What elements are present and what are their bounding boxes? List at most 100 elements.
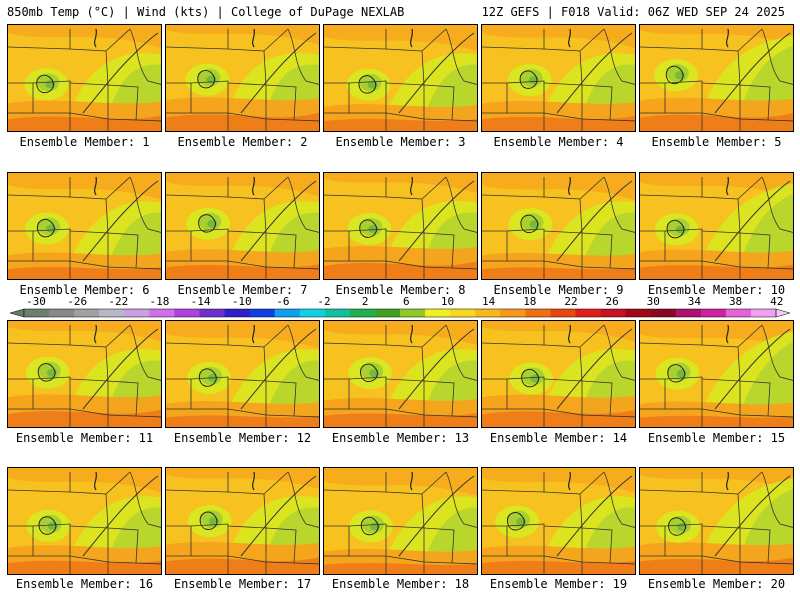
- state-border: [324, 378, 350, 410]
- state-border: [263, 471, 289, 495]
- colorbar-swatch: [49, 309, 75, 317]
- colorbar-swatch: [224, 309, 251, 317]
- state-border: [129, 471, 161, 528]
- warm-band: [8, 321, 161, 342]
- warm-band: [324, 321, 477, 346]
- state-border: [105, 28, 131, 52]
- warm-band: [482, 468, 635, 493]
- state-border: [105, 324, 131, 348]
- state-border: [166, 378, 192, 410]
- state-border: [8, 82, 34, 114]
- state-border: [767, 267, 793, 270]
- state-border: [506, 228, 545, 262]
- colorbar-swatch: [249, 309, 276, 317]
- southern-hot-band: [324, 412, 477, 427]
- ensemble-member-label: Ensemble Member: 12: [173, 431, 312, 445]
- state-border: [482, 378, 508, 410]
- state-border: [190, 80, 229, 114]
- temperature-map: [640, 321, 793, 427]
- colorbar-swatch: [625, 309, 652, 317]
- state-border: [767, 562, 793, 565]
- state-border: [761, 471, 793, 528]
- river-line: [251, 28, 256, 48]
- temperature-map: [324, 321, 477, 427]
- temperature-map: [166, 173, 319, 279]
- colorbar-high-arrow: [775, 308, 791, 318]
- state-border: [737, 324, 763, 348]
- colorbar-tick-label: 14: [482, 295, 496, 308]
- temperature-contour: [667, 363, 686, 383]
- state-border: [227, 112, 267, 131]
- isotherm-contour: [556, 180, 633, 262]
- colorbar-tick-label: -30: [26, 295, 46, 308]
- state-border: [543, 344, 583, 382]
- state-border: [737, 176, 763, 200]
- temperature-contour: [36, 74, 55, 94]
- warm-band: [482, 321, 635, 342]
- state-border: [603, 28, 635, 85]
- state-border: [543, 196, 583, 234]
- state-border: [385, 555, 425, 574]
- southern-hot-band: [640, 264, 793, 279]
- temperature-contour: [521, 368, 540, 388]
- river-line: [567, 28, 572, 48]
- ensemble-member-label: Ensemble Member: 18: [331, 577, 470, 591]
- state-border: [640, 378, 666, 410]
- colorbar-tick-label: 34: [687, 295, 702, 308]
- colorbar-swatch: [400, 309, 426, 317]
- colorbar-swatch: [149, 309, 175, 317]
- river-line: [567, 176, 572, 196]
- state-border: [737, 28, 763, 52]
- ensemble-member-label: Ensemble Member: 13: [331, 431, 470, 445]
- state-border: [69, 491, 109, 529]
- state-border: [640, 82, 666, 114]
- state-border: [767, 119, 793, 122]
- state-border: [190, 228, 229, 262]
- colorbar-swatch: [74, 309, 100, 317]
- state-border: [579, 471, 605, 495]
- state-border: [227, 48, 267, 86]
- state-border: [190, 376, 229, 410]
- colorbar-swatch: [324, 309, 351, 317]
- state-border: [701, 112, 741, 131]
- isotherm-contour: [714, 32, 791, 114]
- temperature-contour: [665, 65, 684, 85]
- colorbar-swatch: [500, 309, 526, 317]
- colorbar-tick-label: -2: [317, 295, 331, 308]
- state-border: [293, 415, 319, 418]
- state-border: [385, 112, 425, 131]
- colorbar-swatch: [374, 309, 401, 317]
- state-border: [421, 28, 447, 52]
- state-border: [421, 176, 447, 200]
- state-border: [603, 471, 635, 528]
- state-border: [348, 228, 387, 262]
- temperature-map: [324, 173, 477, 279]
- state-border: [543, 112, 583, 131]
- state-border: [451, 267, 477, 270]
- state-border: [105, 471, 131, 495]
- state-border: [129, 176, 161, 233]
- temperature-map: [8, 173, 161, 279]
- river-line: [409, 176, 414, 196]
- state-border: [105, 176, 131, 200]
- temperature-map: [166, 25, 319, 131]
- temperature-contour: [358, 75, 377, 94]
- isotherm-contour: [398, 180, 475, 262]
- state-border: [609, 119, 635, 122]
- warm-band: [640, 173, 793, 197]
- ensemble-member-label: Ensemble Member: 15: [647, 431, 786, 445]
- river-line: [725, 176, 730, 196]
- state-border: [287, 28, 319, 85]
- state-border: [385, 408, 425, 427]
- warm-band: [482, 173, 635, 200]
- chart-title: 850mb Temp (°C) | Wind (kts) | College o…: [7, 5, 405, 19]
- ensemble-member-label: Ensemble Member: 20: [647, 577, 786, 591]
- state-border: [543, 408, 583, 427]
- state-border: [543, 260, 583, 279]
- warm-band: [640, 468, 793, 490]
- state-border: [579, 28, 605, 52]
- state-border: [482, 82, 508, 114]
- state-border: [263, 28, 289, 52]
- state-border: [348, 376, 387, 410]
- temperature-map: [640, 468, 793, 574]
